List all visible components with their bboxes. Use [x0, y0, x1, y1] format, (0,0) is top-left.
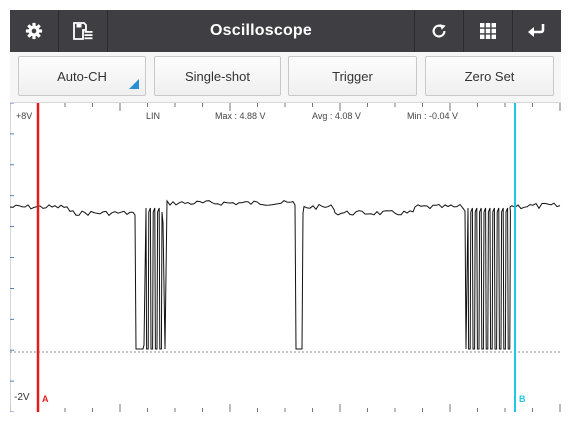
- avg-value: Avg : 4.08 V: [312, 111, 361, 121]
- back-button[interactable]: [512, 10, 561, 52]
- trigger-label: Trigger: [332, 68, 373, 84]
- scope-display[interactable]: +8V LIN Max : 4.88 V Avg : 4.08 V Min : …: [10, 103, 561, 412]
- bottom-scale-label: -2V: [14, 392, 30, 403]
- grid-button[interactable]: [463, 10, 512, 52]
- trigger-button[interactable]: Trigger: [288, 56, 417, 96]
- cursor-a-label[interactable]: A: [42, 394, 49, 404]
- top-scale-label: +8V: [16, 111, 33, 121]
- zero-set-button[interactable]: Zero Set: [425, 56, 554, 96]
- save-list-icon: [73, 22, 93, 40]
- min-value: Min : -0.04 V: [407, 111, 459, 121]
- refresh-icon: [432, 24, 446, 38]
- zero-set-label: Zero Set: [464, 68, 515, 84]
- max-value: Max : 4.88 V: [215, 111, 266, 121]
- gear-icon: [25, 22, 43, 40]
- auto-ch-label: Auto-CH: [57, 68, 107, 84]
- settings-button[interactable]: [10, 10, 59, 52]
- toolbar: Auto-CH Single-shot Trigger Zero Set: [10, 52, 561, 103]
- grid-icon: [480, 23, 496, 39]
- return-icon: [528, 24, 545, 37]
- waveform-trace: [10, 199, 561, 350]
- title-bar: Oscilloscope: [10, 10, 561, 52]
- cursor-b-label[interactable]: B: [519, 394, 526, 404]
- mode-label: LIN: [146, 111, 161, 121]
- dropdown-corner-icon: [129, 79, 139, 89]
- refresh-button[interactable]: [414, 10, 463, 52]
- save-button[interactable]: [59, 10, 108, 52]
- window-title: Oscilloscope: [210, 22, 312, 39]
- scope-canvas: [10, 103, 561, 412]
- single-shot-button[interactable]: Single-shot: [154, 56, 281, 96]
- auto-ch-button[interactable]: Auto-CH: [18, 56, 146, 96]
- single-shot-label: Single-shot: [184, 68, 251, 84]
